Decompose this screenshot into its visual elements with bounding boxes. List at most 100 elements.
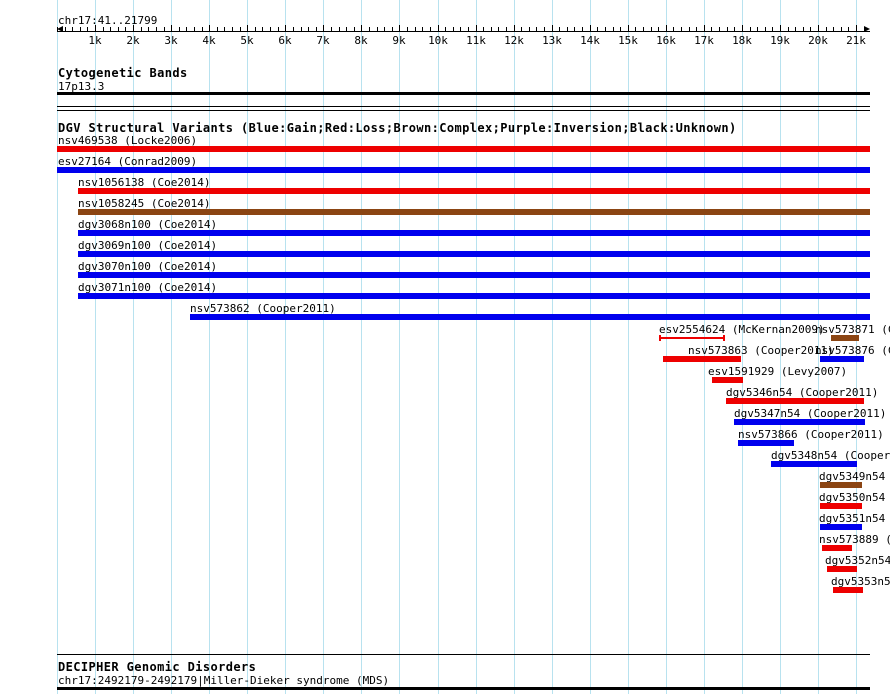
ruler-tick-minor: [673, 27, 674, 32]
variant-bar[interactable]: [771, 461, 857, 467]
ruler-tick-minor: [407, 27, 408, 32]
variant-bar[interactable]: [734, 419, 865, 425]
ruler-tick-minor: [422, 27, 423, 32]
variant-label[interactable]: dgv5346n54 (Cooper2011): [726, 386, 879, 399]
variant-label[interactable]: dgv5347n54 (Cooper2011): [734, 407, 887, 420]
variant-bar[interactable]: [78, 251, 870, 257]
ruler-tick-label: 15k: [618, 34, 638, 47]
cytoband-bar[interactable]: [57, 92, 870, 95]
variant-bar[interactable]: [78, 272, 870, 278]
variant-bar[interactable]: [659, 335, 725, 341]
variant-bar[interactable]: [663, 356, 741, 362]
variant-label[interactable]: nsv1058245 (Coe2014): [78, 197, 211, 210]
variant-bar[interactable]: [738, 440, 794, 446]
ruler-tick-minor: [316, 27, 317, 32]
variant-label[interactable]: dgv3070n100 (Coe2014): [78, 260, 218, 273]
ruler-tick-minor: [369, 27, 370, 32]
ruler-tick-minor: [597, 27, 598, 32]
ruler-tick-minor: [194, 27, 195, 32]
gridline: [247, 0, 248, 694]
gridline: [209, 0, 210, 694]
gridline: [285, 0, 286, 694]
variant-bar[interactable]: [78, 188, 870, 194]
ruler-tick-label: 20k: [808, 34, 828, 47]
variant-label[interactable]: nsv469538 (Locke2006): [58, 134, 198, 147]
variant-label[interactable]: dgv5349n54 (: [819, 470, 890, 483]
variant-label[interactable]: nsv1056138 (Coe2014): [78, 176, 211, 189]
variant-bar[interactable]: [831, 335, 859, 341]
ruler-tick-minor: [529, 27, 530, 32]
ruler-tick-minor: [711, 27, 712, 32]
variant-bar[interactable]: [820, 503, 862, 509]
ruler-tick-major: [209, 25, 210, 32]
variant-bar[interactable]: [822, 545, 852, 551]
variant-label[interactable]: dgv5353n54: [831, 575, 890, 588]
variant-label[interactable]: dgv5350n54 (: [819, 491, 890, 504]
variant-bar[interactable]: [833, 587, 863, 593]
variant-label[interactable]: nsv573866 (Cooper2011): [738, 428, 884, 441]
ruler-tick-minor: [278, 27, 279, 32]
variant-label[interactable]: dgv3071n100 (Coe2014): [78, 281, 218, 294]
variant-bar[interactable]: [820, 482, 862, 488]
variant-bar[interactable]: [820, 524, 862, 530]
ruler-tick-major: [133, 25, 134, 32]
variant-bar[interactable]: [57, 146, 870, 152]
ruler-tick-minor: [179, 27, 180, 32]
ruler-tick-minor: [301, 27, 302, 32]
ruler-tick-minor: [620, 27, 621, 32]
ruler-tick-label: 18k: [732, 34, 752, 47]
ruler-tick-label: 8k: [354, 34, 368, 47]
variant-label[interactable]: esv2554624 (McKernan2009): [659, 323, 825, 336]
variant-bar[interactable]: [726, 398, 864, 404]
gridline: [666, 0, 667, 694]
ruler-tick-minor: [57, 27, 58, 32]
ruler-tick-label: 10k: [428, 34, 448, 47]
variant-label[interactable]: nsv573871 (C: [815, 323, 890, 336]
variant-bar[interactable]: [78, 209, 870, 215]
ruler-tick-minor: [460, 27, 461, 32]
variant-bar[interactable]: [57, 167, 870, 173]
ruler-tick-major: [590, 25, 591, 32]
ruler-tick-minor: [468, 27, 469, 32]
variant-label[interactable]: nsv573863 (Cooper2011): [688, 344, 834, 357]
ruler-tick-minor: [613, 27, 614, 32]
cytoband-label-17p13-3[interactable]: 17p13.3: [58, 80, 105, 93]
gridline: [361, 0, 362, 694]
ruler-tick-minor: [156, 27, 157, 32]
variant-bar[interactable]: [712, 377, 743, 383]
ruler-tick-major: [399, 25, 400, 32]
variant-label[interactable]: nsv573876 (C: [815, 344, 890, 357]
variant-bar[interactable]: [827, 566, 857, 572]
decipher-feature-label[interactable]: chr17:2492179-2492179|Miller-Dieker synd…: [58, 674, 390, 687]
ruler-tick-minor: [772, 27, 773, 32]
ruler-tick-minor: [833, 27, 834, 32]
variant-label[interactable]: dgv5352n54: [825, 554, 890, 567]
variant-label[interactable]: dgv5348n54 (Cooper20: [771, 449, 890, 462]
variant-label[interactable]: esv1591929 (Levy2007): [708, 365, 848, 378]
ruler-tick-minor: [635, 27, 636, 32]
ruler-tick-minor: [293, 27, 294, 32]
ruler-tick-minor: [681, 27, 682, 32]
ruler-tick-minor: [574, 27, 575, 32]
variant-label[interactable]: dgv3068n100 (Coe2014): [78, 218, 218, 231]
ruler-tick-minor: [605, 27, 606, 32]
ruler-tick-minor: [521, 27, 522, 32]
ruler-tick-major: [285, 25, 286, 32]
ruler-tick-label: 16k: [656, 34, 676, 47]
variant-bar[interactable]: [78, 293, 870, 299]
variant-bar[interactable]: [820, 356, 864, 362]
variant-bar[interactable]: [78, 230, 870, 236]
variant-label[interactable]: esv27164 (Conrad2009): [58, 155, 198, 168]
variant-bar[interactable]: [190, 314, 870, 320]
ruler-tick-minor: [750, 27, 751, 32]
decipher-feature-bar[interactable]: [57, 687, 870, 690]
ruler-tick-major: [247, 25, 248, 32]
ruler-tick-label: 3k: [164, 34, 178, 47]
variant-label[interactable]: dgv3069n100 (Coe2014): [78, 239, 218, 252]
ruler-tick-minor: [506, 27, 507, 32]
variant-label[interactable]: nsv573889 (C: [819, 533, 890, 546]
variant-label[interactable]: dgv5351n54 (: [819, 512, 890, 525]
ruler-tick-major: [361, 25, 362, 32]
ruler-tick-minor: [445, 27, 446, 32]
variant-label[interactable]: nsv573862 (Cooper2011): [190, 302, 336, 315]
